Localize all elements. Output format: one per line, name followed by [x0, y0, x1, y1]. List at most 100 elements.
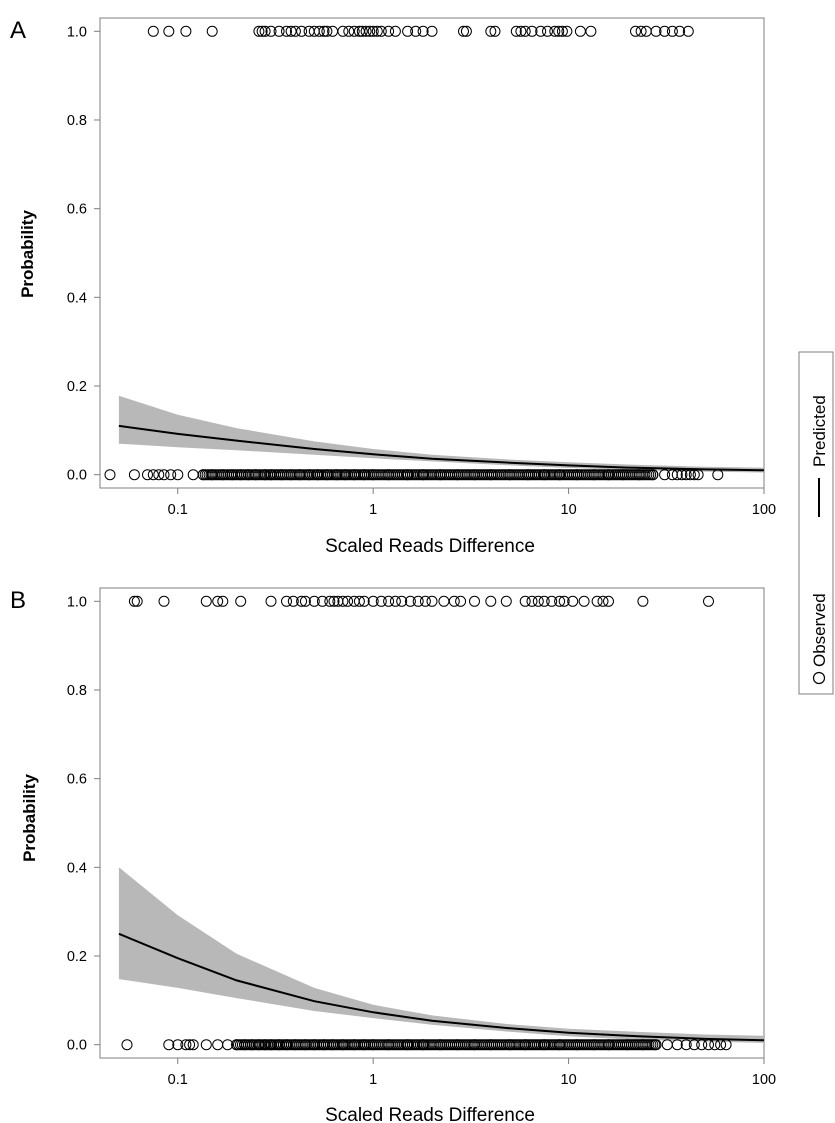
- observed-point: [265, 25, 277, 37]
- observed-point: [184, 1039, 196, 1051]
- y-tick-label: 0.2: [67, 949, 87, 965]
- observed-point: [558, 595, 570, 607]
- observed-point: [709, 1039, 721, 1051]
- observed-point: [630, 25, 641, 37]
- observed-point: [383, 595, 395, 607]
- observed-point: [337, 25, 349, 37]
- x-tick-label: 100: [752, 502, 776, 518]
- y-tick-label: 0.0: [67, 1038, 87, 1054]
- observed-point: [515, 25, 527, 37]
- observed-point: [549, 25, 561, 37]
- observed-point: [308, 595, 320, 607]
- observed-point: [187, 469, 199, 481]
- observed-point: [253, 25, 265, 37]
- observed-point: [417, 25, 429, 37]
- observed-point: [671, 1039, 683, 1051]
- y-tick-label: 0.0: [67, 468, 87, 484]
- y-tick-label: 0.8: [67, 683, 87, 699]
- observed-point: [212, 1039, 224, 1051]
- observed-point: [200, 1039, 212, 1051]
- observed-point: [680, 1039, 692, 1051]
- observed-point: [519, 25, 531, 37]
- observed-point: [158, 595, 170, 607]
- observed-point: [318, 25, 330, 37]
- observed-point: [222, 1039, 234, 1051]
- observed-point: [485, 25, 497, 37]
- x-axis-title-a: Scaled Reads Difference: [325, 536, 535, 557]
- legend-frame: [798, 351, 834, 695]
- observed-point: [158, 469, 170, 481]
- y-tick-label: 0.4: [67, 290, 87, 306]
- x-tick-label: 0.1: [168, 1072, 188, 1088]
- observed-point: [206, 25, 218, 37]
- observed-point: [526, 595, 538, 607]
- observed-point: [688, 1039, 700, 1051]
- observed-point: [281, 595, 292, 607]
- observed-point: [142, 469, 153, 481]
- observed-point: [553, 25, 565, 37]
- observed-point: [273, 25, 285, 37]
- observed-point: [402, 25, 414, 37]
- observed-point: [519, 595, 531, 607]
- observed-point: [650, 25, 662, 37]
- observed-point: [187, 1039, 199, 1051]
- panel-letter-b: B: [10, 587, 26, 614]
- x-tick-label: 10: [561, 502, 577, 518]
- observed-point: [265, 595, 277, 607]
- observed-point: [163, 25, 175, 37]
- panel-a: A Scaled Reads Difference Probability 0.…: [10, 17, 776, 557]
- observed-point: [703, 1039, 714, 1051]
- observed-point: [597, 595, 609, 607]
- observed-point: [510, 25, 522, 37]
- observed-point: [410, 25, 422, 37]
- observed-point: [389, 25, 401, 37]
- observed-point: [546, 595, 558, 607]
- observed-point: [131, 595, 143, 607]
- observed-point: [313, 25, 325, 37]
- observed-point: [659, 469, 671, 481]
- x-tick-label: 0.1: [168, 502, 188, 518]
- observed-point: [353, 595, 365, 607]
- observed-point: [574, 25, 586, 37]
- ci-band-a: [118, 395, 764, 473]
- observed-point: [554, 595, 566, 607]
- legend: Observed Predicted: [798, 351, 834, 695]
- observed-point: [684, 469, 696, 481]
- observed-point: [671, 469, 683, 481]
- observed-point: [696, 1039, 708, 1051]
- observed-point: [383, 25, 395, 37]
- observed-point: [128, 469, 140, 481]
- y-tick-label: 1.0: [67, 24, 87, 40]
- observed-point: [299, 595, 311, 607]
- observed-point: [367, 595, 379, 607]
- observed-point: [703, 595, 714, 607]
- observed-point: [526, 25, 538, 37]
- observed-point: [485, 595, 497, 607]
- y-tick-label: 1.0: [67, 594, 87, 610]
- observed-point: [172, 469, 184, 481]
- observed-point: [375, 25, 387, 37]
- observed-point: [500, 595, 512, 607]
- x-tick-label: 1: [369, 502, 377, 518]
- observed-point: [635, 25, 647, 37]
- observed-point: [637, 595, 649, 607]
- observed-point: [128, 595, 140, 607]
- observed-point: [674, 25, 686, 37]
- observed-point: [603, 595, 614, 607]
- observed-point: [561, 25, 573, 37]
- observed-point: [348, 25, 360, 37]
- y-axis-title-b: Probability: [20, 774, 39, 862]
- observed-point: [212, 595, 224, 607]
- y-tick-label: 0.6: [67, 772, 87, 788]
- legend-observed-marker: [812, 671, 826, 685]
- observed-point: [489, 25, 501, 37]
- observed-point: [426, 25, 438, 37]
- observed-point: [661, 1039, 673, 1051]
- observed-point: [324, 595, 336, 607]
- observed-point: [289, 25, 301, 37]
- observed-point: [659, 25, 671, 37]
- observed-point: [367, 25, 379, 37]
- observed-markers-a: [104, 25, 724, 481]
- observed-point: [688, 469, 700, 481]
- observed-point: [426, 595, 438, 607]
